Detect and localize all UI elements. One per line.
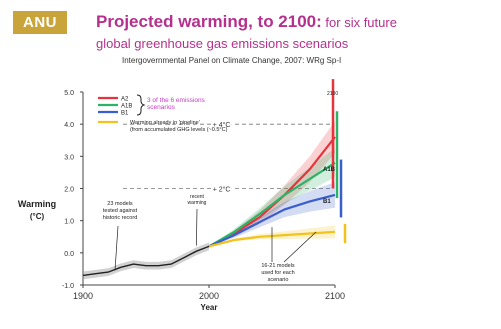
x-axis-label: Year [201, 303, 218, 312]
annotation-models-21st: used for each [261, 270, 294, 276]
annotation-models-21st: scenario [268, 277, 289, 283]
y-tick-label: 3.0 [64, 154, 74, 161]
legend-label-A1B: A1B [121, 104, 132, 110]
legend-brace-label-line2: scenarios [147, 104, 176, 111]
observed-uncertainty-band [83, 242, 209, 280]
anu-logo: ANU [13, 11, 67, 34]
range-bar-label-A1B: A1B [323, 167, 336, 173]
y-tick-label: 5.0 [64, 90, 74, 97]
annotation-models-20th: historic record [103, 215, 138, 221]
annotation-pointer [196, 208, 198, 246]
title-rest: for six future [321, 15, 397, 30]
annotation-recent-warming: recent [190, 194, 205, 200]
series-line-B1 [208, 193, 336, 248]
legend-label-A2: A2 [121, 97, 129, 103]
annotation-recent-warming: warming [188, 200, 207, 206]
series-line-A1B [208, 161, 336, 248]
reference-line-label: + 2°C [213, 186, 231, 194]
x-tick-label: 1900 [73, 291, 93, 301]
annotation-models-20th: tested against [103, 208, 138, 214]
legend-brace [136, 94, 146, 116]
source-note: Intergovernmental Panel on Climate Chang… [122, 56, 342, 65]
range-bar-label-B1: B1 [323, 199, 331, 205]
annotation-pointer [283, 231, 317, 263]
legend-label-B1: B1 [121, 111, 129, 117]
y-tick-label: -1.0 [62, 283, 74, 290]
y-tick-label: 2.0 [64, 187, 74, 194]
legend-label-commitment-line2: (from accumulated GHG levels (~0.5°C) [130, 127, 228, 133]
annotation-models-21st: 16-21 models [261, 263, 295, 269]
range-bar-label: 2100 [327, 91, 338, 97]
chart-title: Projected warming, to 2100: for six futu… [96, 12, 397, 32]
A1B-uncertainty-band [209, 148, 335, 247]
y-tick-label: 4.0 [64, 122, 74, 129]
annotation-models-20th: 23 models [107, 201, 133, 207]
reference-line-label: + 4°C [213, 121, 231, 129]
y-axis-label-line1: Warming [18, 199, 56, 209]
y-axis-label-line2: (°C) [30, 212, 45, 221]
x-tick-label: 2100 [325, 291, 345, 301]
title-main: Projected warming, to 2100: [96, 12, 322, 31]
annotation-pointer [114, 225, 119, 271]
series-line-observed [82, 245, 210, 277]
chart-title-line2: global greenhouse gas emissions scenario… [96, 36, 349, 51]
legend-brace-label-line1: 3 of the 6 emissions [147, 97, 206, 104]
x-tick-label: 2000 [199, 291, 219, 301]
series-line-A2 [208, 136, 336, 248]
y-tick-label: 1.0 [64, 219, 74, 226]
legend-label-commitment-line1: Warming already in 'pipeline' [130, 120, 200, 126]
y-tick-label: 0.0 [64, 251, 74, 258]
